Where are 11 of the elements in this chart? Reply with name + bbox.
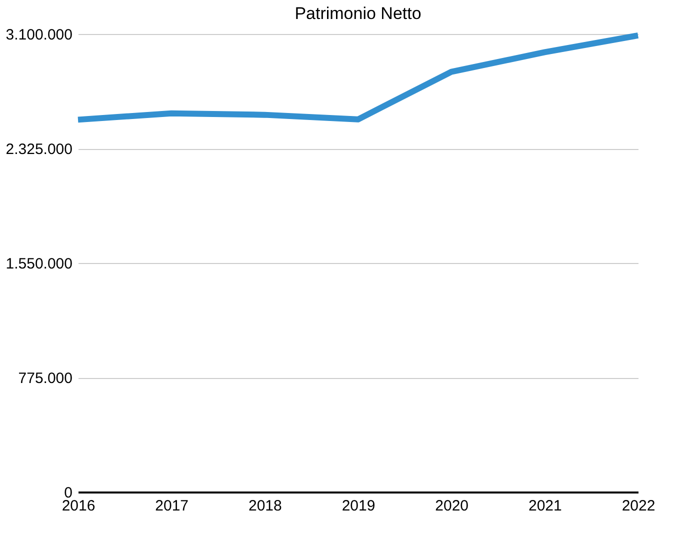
- x-tick-label: 2017: [155, 498, 189, 514]
- y-tick-label: 1.550.000: [6, 256, 72, 272]
- chart-title: Patrimonio Netto: [294, 4, 422, 23]
- x-tick-label: 2021: [528, 498, 562, 514]
- y-tick-label: 775.000: [18, 370, 72, 387]
- x-tick-label: 2018: [248, 498, 282, 514]
- x-tick-label: 2020: [435, 498, 469, 514]
- y-tick-label: 3.100.000: [6, 26, 72, 44]
- y-tick-label: 2.325.000: [6, 141, 72, 158]
- x-tick-label: 2019: [342, 498, 376, 514]
- x-tick-label: 2022: [622, 498, 656, 514]
